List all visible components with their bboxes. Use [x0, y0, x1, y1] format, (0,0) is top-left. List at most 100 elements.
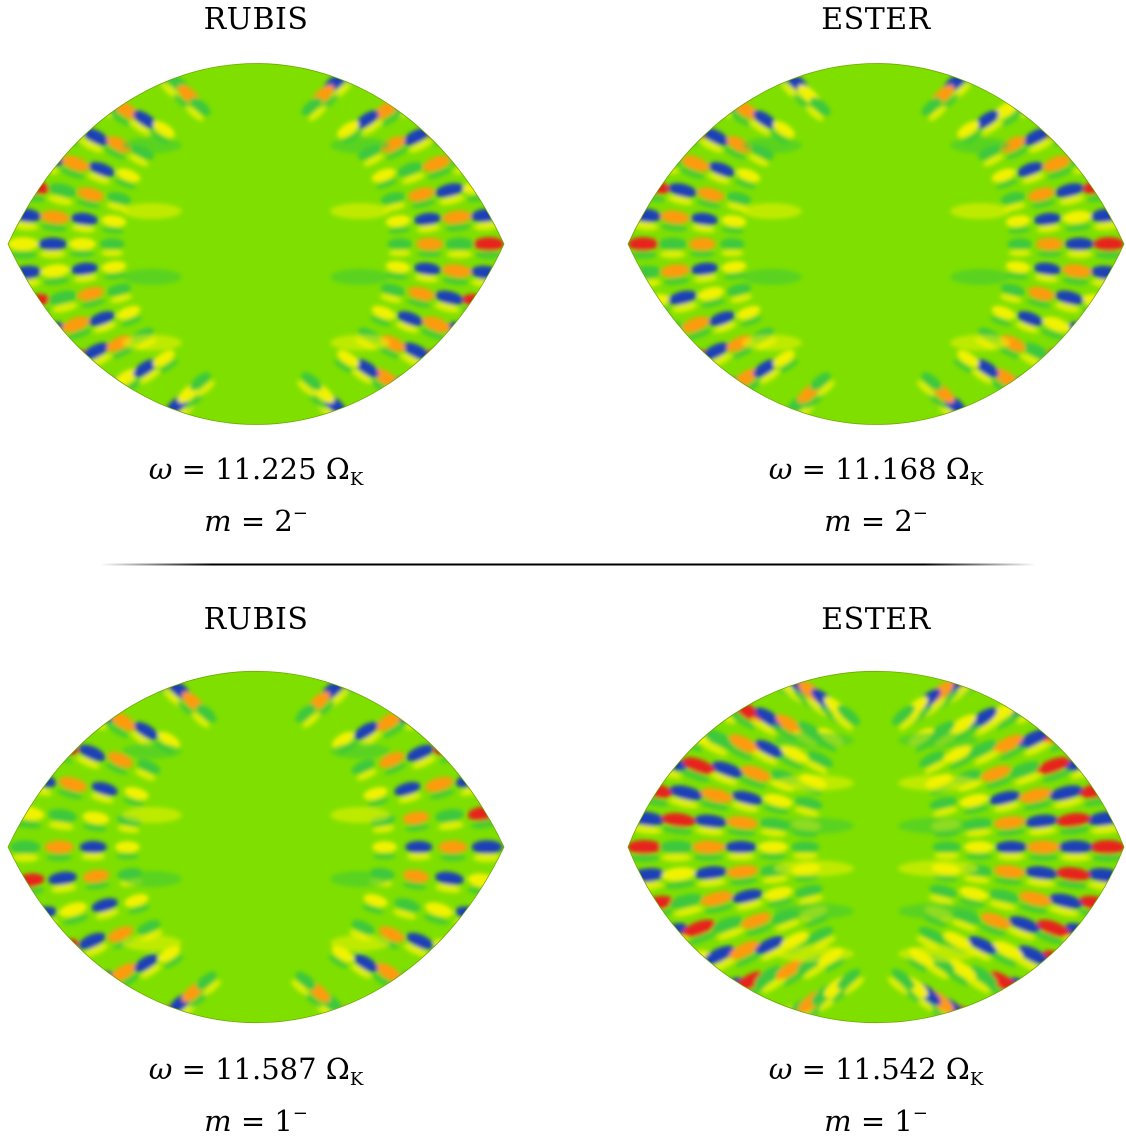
- mode-lobe-halo: [296, 380, 315, 397]
- mode-lobe: [82, 128, 109, 146]
- mode-lobe-halo: [804, 760, 828, 774]
- mode-lobe-halo: [417, 250, 442, 258]
- mode-tendril: [774, 817, 854, 834]
- mode-tendril: [774, 732, 854, 749]
- mode-lobe: [968, 936, 997, 955]
- mode-lobe-halo: [114, 178, 136, 189]
- mode-lobe-halo: [87, 173, 111, 184]
- mode-lobe: [732, 790, 763, 805]
- mode-lobe-halo: [128, 904, 150, 914]
- mode-lobe: [402, 811, 430, 825]
- mode-lobe-halo: [1035, 931, 1065, 945]
- mode-plot-ester-m1: [627, 671, 1125, 1023]
- mode-lobe-halo: [130, 731, 152, 747]
- mode-lobe-halo: [723, 272, 747, 280]
- mode-lobe-halo: [475, 250, 504, 259]
- mode-lobe-halo: [1025, 878, 1055, 888]
- mode-lobe: [1042, 316, 1071, 333]
- mode-lobe: [1023, 342, 1050, 360]
- mode-lobe-halo: [39, 250, 66, 259]
- mode-lobe: [1049, 785, 1083, 801]
- mode-lobe-halo: [824, 956, 847, 973]
- mode-lobe-halo: [844, 977, 865, 995]
- mode-lobe-halo: [976, 717, 1002, 736]
- mode-tendril: [950, 334, 1011, 351]
- mode-lobe: [932, 841, 961, 853]
- mode-lobe-halo: [990, 951, 1017, 967]
- mode-lobe-halo: [140, 964, 162, 979]
- mode-lobe: [152, 350, 175, 367]
- mode-lobe-halo: [95, 909, 120, 920]
- mode-lobe: [668, 290, 697, 305]
- mode-lobe-halo: [1019, 100, 1044, 118]
- mode-lobe-halo: [66, 328, 92, 340]
- panel-ester-top: ESTER ω = 11.168 ΩK m = 2−: [626, 0, 1126, 538]
- mode-lobe: [968, 739, 997, 758]
- mode-lobe: [959, 793, 989, 808]
- mode-lobe-halo: [387, 388, 412, 406]
- mode-lobe: [114, 841, 140, 853]
- mode-lobe-halo: [778, 755, 803, 770]
- mode-lobe-halo: [75, 755, 100, 769]
- mode-lobe-halo: [693, 274, 718, 283]
- mode-lobe: [379, 751, 405, 768]
- mode-lobe: [736, 305, 761, 320]
- mode-lobe-halo: [161, 415, 184, 425]
- mode-lobe-halo: [730, 294, 753, 303]
- mode-lobe-halo: [680, 769, 710, 783]
- mode-lobe-halo: [1053, 797, 1084, 809]
- mode-lobe-halo: [70, 250, 95, 258]
- mode-lobe-halo: [994, 877, 1023, 886]
- mode-lobe: [134, 721, 158, 740]
- mode-lobe: [929, 796, 958, 810]
- mode-lobe: [791, 841, 820, 853]
- mode-lobe: [732, 889, 763, 904]
- mode-tendril: [774, 775, 854, 791]
- mode-lobe-halo: [1007, 927, 1035, 941]
- mode-lobe-halo: [439, 853, 466, 862]
- mode-lobe: [661, 867, 696, 881]
- mode-lobe: [1009, 916, 1041, 933]
- mode-lobe-halo: [1060, 853, 1091, 862]
- mode-tendril: [741, 334, 802, 351]
- mode-lobe-halo: [694, 827, 725, 836]
- mode-lobe-halo: [473, 853, 501, 862]
- mode-lobe: [58, 902, 88, 918]
- mode-tendril: [898, 903, 978, 920]
- mode-lobe: [721, 261, 747, 273]
- mode-lobe: [688, 237, 716, 251]
- mode-lobe-halo: [673, 906, 704, 917]
- mode-lobe: [354, 954, 378, 973]
- mode-lobe-halo: [761, 875, 789, 884]
- mode-lobe-halo: [996, 711, 1023, 730]
- mode-lobe: [1000, 191, 1026, 205]
- mode-lobe-halo: [303, 991, 323, 1009]
- mode-lobe-halo: [185, 105, 204, 122]
- panel-title: RUBIS: [203, 2, 309, 37]
- mode-lobe-halo: [687, 931, 717, 945]
- mode-lobe-halo: [103, 272, 127, 280]
- mode-lobe: [79, 840, 107, 854]
- mode-lobe: [929, 884, 958, 898]
- mode-tendril: [330, 742, 391, 759]
- mode-lobe: [48, 290, 77, 305]
- mode-lobe: [719, 238, 745, 250]
- mode-lobe-halo: [379, 294, 402, 303]
- mode-lobe: [107, 926, 133, 943]
- mode-lobe-halo: [162, 1013, 185, 1023]
- mode-lobe: [697, 187, 725, 201]
- mode-tendril: [330, 137, 391, 154]
- mode-lobe-halo: [779, 359, 799, 374]
- mode-lobe-halo: [52, 302, 78, 313]
- mode-lobe-halo: [122, 797, 145, 807]
- mode-lobe-halo: [1014, 773, 1042, 786]
- mode-lobe-halo: [116, 852, 139, 860]
- mode-lobe: [700, 788, 733, 803]
- mode-lobe-halo: [76, 199, 101, 209]
- mode-lobe-halo: [369, 316, 392, 327]
- mode-lobe: [694, 814, 727, 828]
- mode-lobe-halo: [416, 224, 441, 233]
- mode-lobe-halo: [445, 223, 472, 232]
- mode-lobe-halo: [720, 388, 745, 406]
- mode-lobe-halo: [661, 853, 692, 862]
